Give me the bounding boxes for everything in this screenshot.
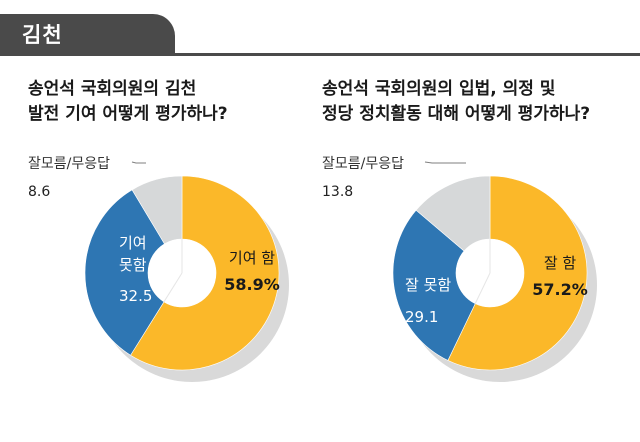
chart-1-title: 송언석 국회의원의 김천 발전 기여 어떻게 평가하나? bbox=[28, 77, 228, 127]
header-divider bbox=[0, 53, 640, 56]
chart-2-center-divider-2 bbox=[474, 272, 491, 304]
chart-2-unknown-label-line-1: 잘모름/무응답 bbox=[322, 156, 404, 172]
chart-1-no-label-line-1: 기여 bbox=[119, 234, 147, 252]
chart-1-leader-line bbox=[131, 161, 146, 164]
chart-1-no-value: 32.5 bbox=[119, 287, 152, 305]
chart-2-unknown-value: 13.8 bbox=[322, 184, 353, 200]
chart-1-no-label-line-2: 못함 bbox=[119, 256, 147, 274]
chart-1-unknown-label-line-1: 잘모름/무응답 bbox=[28, 156, 110, 172]
chart-2-leader-line bbox=[424, 161, 466, 164]
chart-2-title-line-1: 송언석 국회의원의 입법, 의정 및 bbox=[322, 79, 556, 99]
chart-2-no-value: 29.1 bbox=[405, 308, 438, 326]
chart-2-title-line-2: 정당 정치활동 대해 어떻게 평가하나? bbox=[322, 104, 591, 124]
page-title: 김천 bbox=[22, 23, 63, 47]
chart-2-title: 송언석 국회의원의 입법, 의정 및 정당 정치활동 대해 어떻게 평가하나? bbox=[322, 77, 590, 127]
chart-1-title-line-2: 발전 기여 어떻게 평가하나? bbox=[28, 104, 228, 124]
chart-2-no-label-line-1: 잘 못함 bbox=[405, 276, 451, 294]
chart-1-center-divider-2 bbox=[163, 272, 183, 303]
chart-1-yes-label-line-1: 기여 함 bbox=[229, 249, 275, 267]
header-tab bbox=[0, 14, 175, 56]
chart-1-unknown-value: 8.6 bbox=[28, 184, 50, 200]
chart-1-yes-value: 58.9% bbox=[224, 275, 280, 294]
header-bar: 김천 bbox=[0, 0, 640, 56]
chart-2-yes-label-line-1: 잘 함 bbox=[544, 254, 577, 272]
chart-2-yes-value: 57.2% bbox=[532, 280, 588, 299]
chart-1-title-line-1: 송언석 국회의원의 김천 bbox=[28, 79, 197, 99]
